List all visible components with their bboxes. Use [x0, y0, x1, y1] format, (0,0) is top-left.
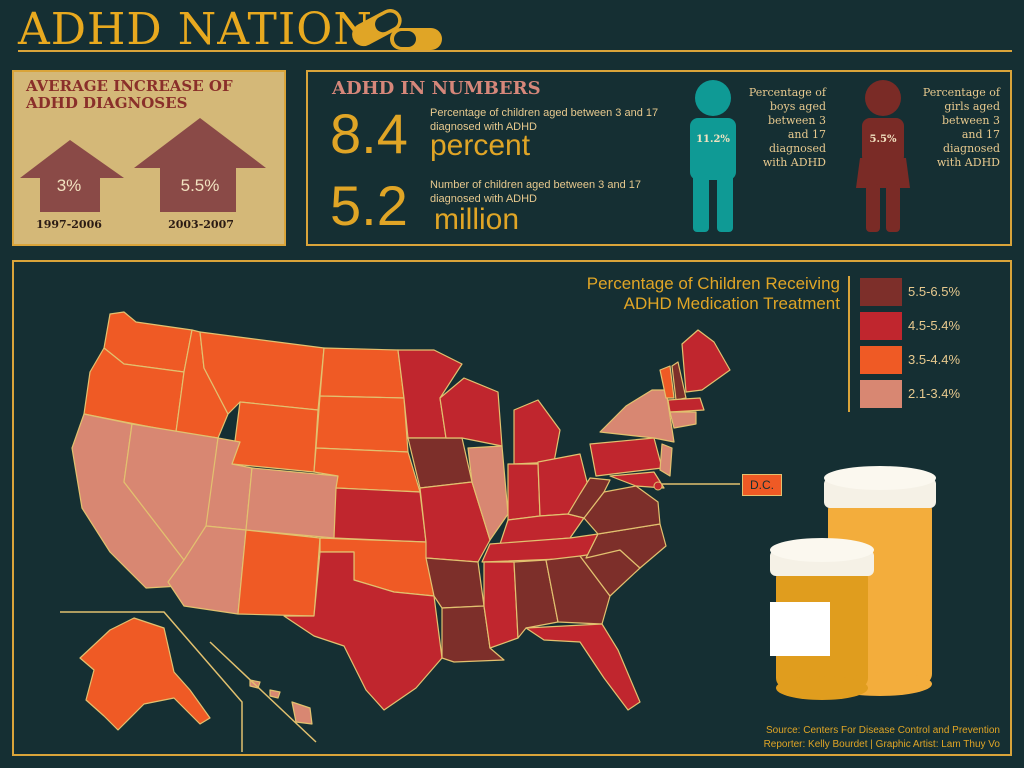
map-title: Percentage of Children Receiving ADHD Me…	[494, 274, 840, 314]
state-texas	[283, 551, 443, 711]
legend-divider	[848, 276, 850, 412]
state-mississippi	[483, 561, 519, 649]
state-south-dakota	[315, 395, 409, 453]
state-georgia	[545, 555, 611, 625]
increase-period-2: 2003-2007	[168, 218, 234, 231]
legend-swatch-3	[860, 346, 902, 374]
state-wisconsin	[439, 377, 503, 447]
page-title: ADHD NATION	[18, 4, 373, 55]
girl-value: 5.5%	[869, 134, 897, 145]
stat-million-desc: Number of children aged between 3 and 17…	[430, 179, 641, 205]
state-colorado	[245, 467, 339, 539]
stat-percent-unit: percent	[430, 129, 531, 162]
state-maryland-delaware	[609, 471, 665, 489]
state-indiana	[507, 463, 541, 521]
increase-panel: AVERAGE INCREASE OF ADHD DIAGNOSES 3% 19…	[12, 70, 286, 246]
increase-title-line1: AVERAGE INCREASE OF	[26, 77, 233, 95]
state-connecticut-ri	[669, 411, 697, 429]
state-massachusetts	[667, 397, 705, 413]
arrow-up-icon	[134, 118, 266, 212]
inset-divider	[60, 611, 243, 752]
increase-value-2: 5.5%	[180, 176, 220, 195]
map-title-line1: Percentage of Children Receiving	[586, 274, 840, 293]
legend-swatch-4	[860, 380, 902, 408]
state-new-jersey	[659, 443, 673, 477]
us-map	[60, 311, 936, 752]
state-west-virginia	[567, 477, 611, 519]
state-north-dakota	[319, 347, 405, 399]
state-new-mexico	[237, 529, 321, 617]
state-florida	[525, 623, 641, 711]
boy-desc: Percentage of boys aged between 3 and 17…	[748, 86, 826, 169]
map-panel: Percentage of Children Receiving ADHD Me…	[12, 260, 1012, 756]
inset-divider-2	[209, 641, 317, 743]
boy-figure-icon	[690, 80, 736, 232]
increase-value-1: 3%	[56, 176, 82, 195]
state-illinois	[467, 445, 509, 541]
map-title-line2: ADHD Medication Treatment	[623, 294, 840, 313]
girl-desc: Percentage of girls aged between 3 and 1…	[922, 86, 1000, 169]
legend-label-4: 2.1-3.4%	[908, 386, 961, 401]
state-alaska	[79, 617, 211, 731]
boy-value: 11.2%	[696, 134, 730, 145]
legend-label-1: 5.5-6.5%	[908, 284, 961, 299]
legend-swatch-1	[860, 278, 902, 306]
increase-period-1: 1997-2006	[36, 218, 102, 231]
girl-figure-icon	[856, 80, 910, 232]
state-vermont	[659, 365, 675, 399]
state-new-york	[599, 389, 675, 443]
header-rule	[18, 50, 1012, 52]
credits-text: Reporter: Kelly Bourdet | Graphic Artist…	[763, 739, 1000, 750]
state-michigan	[513, 399, 561, 465]
stat-million-unit: million	[434, 203, 520, 236]
legend-label-2: 4.5-5.4%	[908, 318, 961, 333]
state-new-hampshire	[671, 361, 687, 401]
legend: 5.5-6.5% 4.5-5.4% 3.5-4.4% 2.1-3.4%	[860, 278, 990, 418]
pill-icon	[352, 8, 442, 50]
numbers-panel: ADHD IN NUMBERS 8.4 Percentage of childr…	[306, 70, 1012, 246]
dc-label: D.C.	[742, 474, 782, 496]
stat-million-value: 5.2	[330, 174, 408, 237]
legend-label-3: 3.5-4.4%	[908, 352, 961, 367]
state-pennsylvania	[589, 437, 663, 477]
dc-marker	[653, 481, 663, 491]
state-alabama	[513, 559, 559, 639]
numbers-title: ADHD IN NUMBERS	[332, 78, 541, 99]
state-iowa	[407, 437, 473, 489]
increase-title-line2: ADHD DIAGNOSES	[26, 94, 188, 112]
source-credit: Source: Centers For Disease Control and …	[614, 724, 1000, 752]
state-wyoming	[231, 401, 319, 473]
state-hawaii	[249, 679, 313, 725]
pill-bottle-small-icon	[770, 538, 874, 700]
increase-title: AVERAGE INCREASE OF ADHD DIAGNOSES	[26, 78, 233, 112]
legend-swatch-2	[860, 312, 902, 340]
source-text: Source: Centers For Disease Control and …	[765, 725, 1000, 736]
state-maine	[681, 329, 731, 393]
stat-percent-value: 8.4	[330, 102, 408, 165]
arrow-up-icon	[20, 140, 124, 212]
stat-percent-desc: Percentage of children aged between 3 an…	[430, 107, 659, 133]
state-kansas	[333, 487, 427, 543]
